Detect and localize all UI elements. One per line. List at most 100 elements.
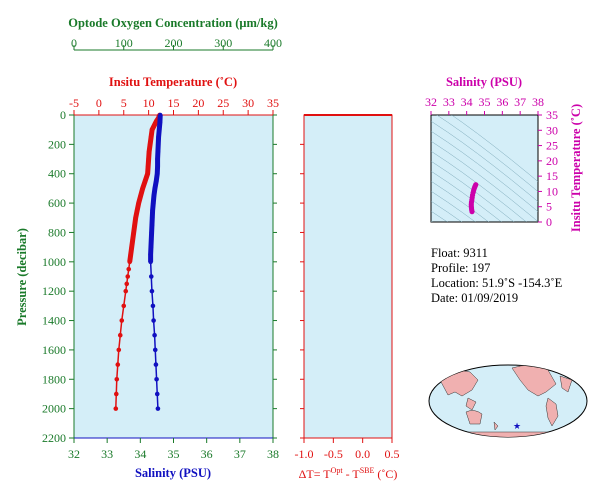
salinity-dense-segment: [148, 114, 163, 262]
pressure-tick-label: 1800: [42, 372, 66, 386]
salinity-tick-label: 37: [234, 447, 246, 461]
density-contour: [431, 170, 502, 222]
ts-salinity-tick-label: 36: [496, 95, 508, 109]
pressure-tick-label: 600: [48, 196, 66, 210]
pressure-tick-label: 2200: [42, 431, 66, 445]
salinity-tick-label: 36: [201, 447, 213, 461]
temperature-tick-label: 30: [242, 96, 254, 110]
oxygen-tick-label: 100: [115, 36, 133, 50]
profile-number: Profile: 197: [431, 261, 490, 275]
temperature-point: [114, 376, 120, 382]
pressure-tick-label: 1000: [42, 255, 66, 269]
pressure-tick-label: 400: [48, 167, 66, 181]
salinity-point: [149, 288, 155, 294]
salinity-point: [152, 332, 157, 338]
salinity-tick-label: 38: [267, 447, 279, 461]
pressure-tick-label: 1400: [42, 314, 66, 328]
density-contour: [431, 160, 515, 222]
density-contour: [436, 115, 538, 192]
date: Date: 01/09/2019: [431, 291, 518, 305]
temperature-point: [125, 274, 131, 279]
ts-temperature-axis-title: Insitu Temperature (˚C): [569, 104, 583, 232]
pressure-tick-label: 800: [48, 225, 66, 239]
temperature-axis-ticks: -5 0 5 10 15 20 25 30 35: [69, 96, 279, 115]
temperature-point: [121, 303, 127, 309]
temperature-tick-label: 15: [168, 96, 180, 110]
oxygen-axis-title: Optode Oxygen Concentration (μm/kg): [68, 16, 278, 30]
density-contour: [431, 210, 448, 222]
world-map: ★: [428, 364, 588, 438]
delta-t-tick-label: 0.0: [355, 447, 370, 461]
ts-salinity-tick-label: 37: [514, 95, 526, 109]
ts-temperature-tick-label: 5: [546, 200, 552, 214]
salinity-point: [152, 347, 158, 353]
profile-series: [113, 112, 163, 411]
land-africa-europe: [559, 375, 573, 393]
delta-t-plot-area: [303, 114, 393, 439]
salinity-tick-label: 35: [168, 447, 180, 461]
temperature-tick-label: 35: [267, 96, 279, 110]
oxygen-axis-ticks: 0 100 200 300 400: [71, 36, 282, 50]
pressure-tick-label: 1200: [42, 284, 66, 298]
delta-t-tick-label: 0.5: [385, 447, 400, 461]
delta-t-axis-ticks: -1.0 -0.5 0.0 0.5: [295, 143, 400, 461]
temperature-point: [119, 318, 125, 323]
pressure-tick-label: 0: [60, 108, 66, 122]
salinity-tick-label: 34: [134, 447, 146, 461]
temperature-tick-label: 0: [96, 96, 102, 110]
salinity-tick-label: 33: [101, 447, 113, 461]
delta-t-tick-label: -0.5: [324, 447, 343, 461]
ts-temperature-tick-label: 25: [546, 139, 558, 153]
float-info: Float: 9311 Profile: 197 Location: 51.9˚…: [431, 246, 563, 305]
salinity-point: [154, 391, 160, 397]
profile-panel: Optode Oxygen Concentration (μm/kg) 0 100…: [15, 16, 282, 480]
delta-t-axis-title: ΔT= TOpt - TSBE (˚C): [299, 466, 398, 481]
ts-temperature-tick-label: 30: [546, 123, 558, 137]
density-contour: [431, 200, 463, 222]
ts-diagram-panel: Salinity (PSU) Insitu Temperature (˚C) 3…: [425, 75, 583, 232]
land-south-america: [545, 397, 559, 427]
ts-temperature-tick-label: 0: [546, 215, 552, 229]
delta-t-tick-label: -1.0: [295, 447, 314, 461]
land-new-zealand: [493, 421, 499, 431]
oxygen-tick-label: 300: [214, 36, 232, 50]
ts-temperature-tick-label: 15: [546, 169, 558, 183]
density-contour: [431, 180, 490, 222]
temperature-point: [123, 288, 129, 294]
temperature-dense-segment: [127, 114, 162, 263]
float-location-marker: ★: [513, 421, 521, 431]
land-australia: [465, 410, 483, 425]
salinity-point: [148, 274, 154, 279]
density-contour: [431, 190, 476, 222]
ts-temperature-tick-label: 10: [546, 184, 558, 198]
land-antarctica: [439, 431, 581, 437]
temperature-point: [126, 266, 132, 272]
oxygen-tick-label: 0: [71, 36, 77, 50]
temperature-tick-label: 20: [192, 96, 204, 110]
salinity-point: [153, 362, 159, 367]
float-id: Float: 9311: [431, 246, 488, 260]
salinity-point: [155, 406, 161, 411]
pressure-tick-label: 1600: [42, 343, 66, 357]
temperature-point: [113, 406, 119, 411]
salinity-axis-ticks: 32 33 34 35 36 37 38: [68, 438, 279, 461]
temperature-tick-label: -5: [69, 96, 79, 110]
oxygen-tick-label: 400: [264, 36, 282, 50]
temperature-point: [116, 347, 122, 353]
location: Location: 51.9˚S -154.3˚E: [431, 276, 563, 290]
salinity-point: [151, 318, 156, 323]
pressure-tick-label: 200: [48, 137, 66, 151]
ts-point: [473, 182, 479, 188]
salinity-point: [150, 303, 156, 309]
temperature-axis-title: Insitu Temperature (˚C): [109, 75, 237, 89]
ts-salinity-tick-label: 34: [461, 95, 473, 109]
profile-plot-area: [73, 114, 274, 439]
ts-salinity-tick-label: 35: [479, 95, 491, 109]
ts-series: [468, 182, 479, 215]
salinity-point: [154, 376, 159, 382]
density-contour: [431, 130, 538, 212]
temperature-point: [115, 362, 121, 367]
temperature-tick-label: 5: [121, 96, 127, 110]
